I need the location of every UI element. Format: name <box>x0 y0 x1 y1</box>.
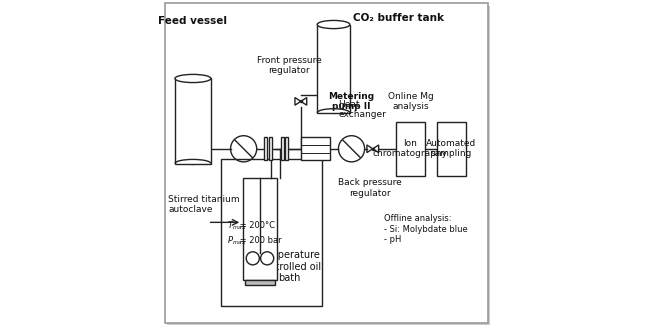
Text: Temperature
controlled oil
bath: Temperature controlled oil bath <box>258 250 321 283</box>
Bar <box>220 159 322 306</box>
Bar <box>396 122 425 176</box>
Bar <box>264 137 267 160</box>
Bar <box>301 137 330 160</box>
Ellipse shape <box>175 74 211 82</box>
Bar <box>317 25 350 113</box>
Text: Feed vessel: Feed vessel <box>158 16 228 26</box>
Bar <box>437 122 466 176</box>
Text: $P_{max}$: $P_{max}$ <box>228 234 247 247</box>
Bar <box>175 78 211 164</box>
Text: Online Mg
analysis: Online Mg analysis <box>388 92 433 111</box>
Ellipse shape <box>317 20 350 28</box>
Text: $T_{max}$: $T_{max}$ <box>228 219 247 232</box>
Text: = 200 bar: = 200 bar <box>237 236 282 245</box>
Text: Automated
sampling: Automated sampling <box>426 139 476 159</box>
Text: Back pressure
regulator: Back pressure regulator <box>337 178 402 198</box>
Text: Metering
pump II: Metering pump II <box>328 92 375 111</box>
Text: Front pressure
regulator: Front pressure regulator <box>257 56 322 75</box>
Bar <box>245 280 275 285</box>
Text: Heat
exchanger: Heat exchanger <box>339 100 387 119</box>
Bar <box>243 178 277 280</box>
Bar <box>281 137 284 160</box>
Text: Offline analysis:
- Si: Molybdate blue
- pH: Offline analysis: - Si: Molybdate blue -… <box>385 214 468 244</box>
Text: CO₂ buffer tank: CO₂ buffer tank <box>353 13 444 23</box>
Text: Stirred titanium
autoclave: Stirred titanium autoclave <box>169 195 240 214</box>
Bar <box>269 137 272 160</box>
Text: Ion
chromatography: Ion chromatography <box>373 139 448 159</box>
Bar <box>285 137 288 160</box>
Text: = 200°C: = 200°C <box>237 221 275 230</box>
